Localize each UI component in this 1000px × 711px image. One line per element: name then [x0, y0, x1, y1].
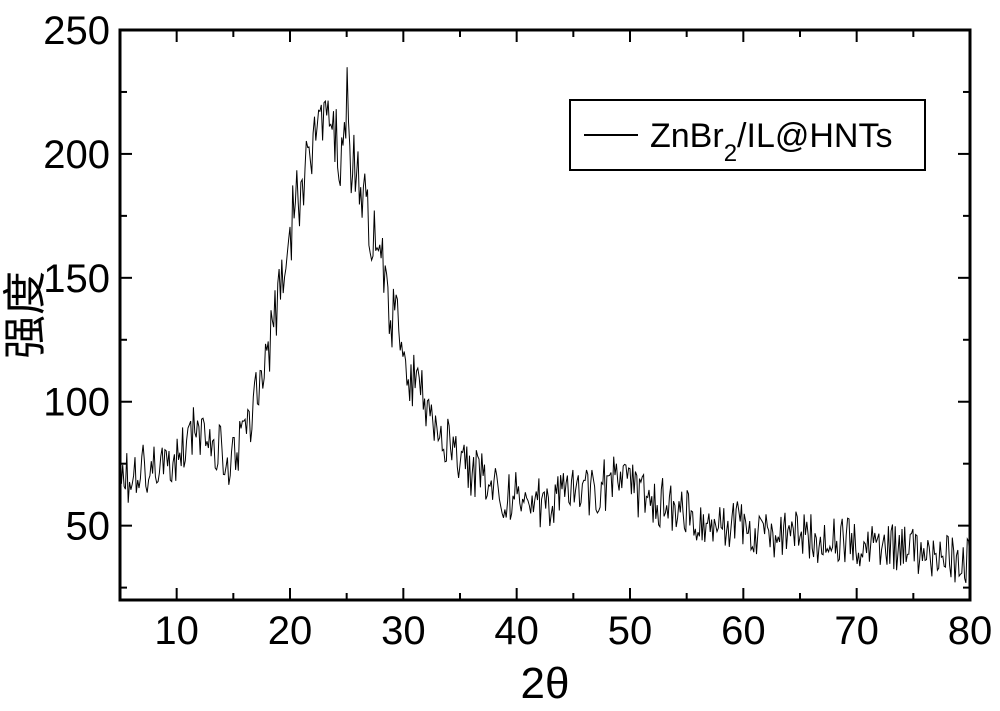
y-axis-label: 强度 [1, 271, 50, 359]
ytick-label: 200 [43, 133, 110, 177]
chart-svg: 10203040506070802θ50100150200250强度ZnBr2/… [0, 0, 1000, 706]
xtick-label: 30 [381, 609, 426, 653]
xtick-label: 70 [834, 609, 879, 653]
xtick-label: 60 [721, 609, 766, 653]
xtick-label: 80 [948, 609, 993, 653]
xrd-chart: 10203040506070802θ50100150200250强度ZnBr2/… [0, 0, 1000, 711]
xtick-label: 50 [608, 609, 653, 653]
x-axis-label: 2θ [521, 659, 570, 706]
xtick-label: 10 [154, 609, 199, 653]
ytick-label: 150 [43, 257, 110, 301]
ytick-label: 250 [43, 9, 110, 53]
xtick-label: 40 [494, 609, 539, 653]
ytick-label: 50 [66, 505, 111, 549]
ytick-label: 100 [43, 381, 110, 425]
xtick-label: 20 [268, 609, 313, 653]
